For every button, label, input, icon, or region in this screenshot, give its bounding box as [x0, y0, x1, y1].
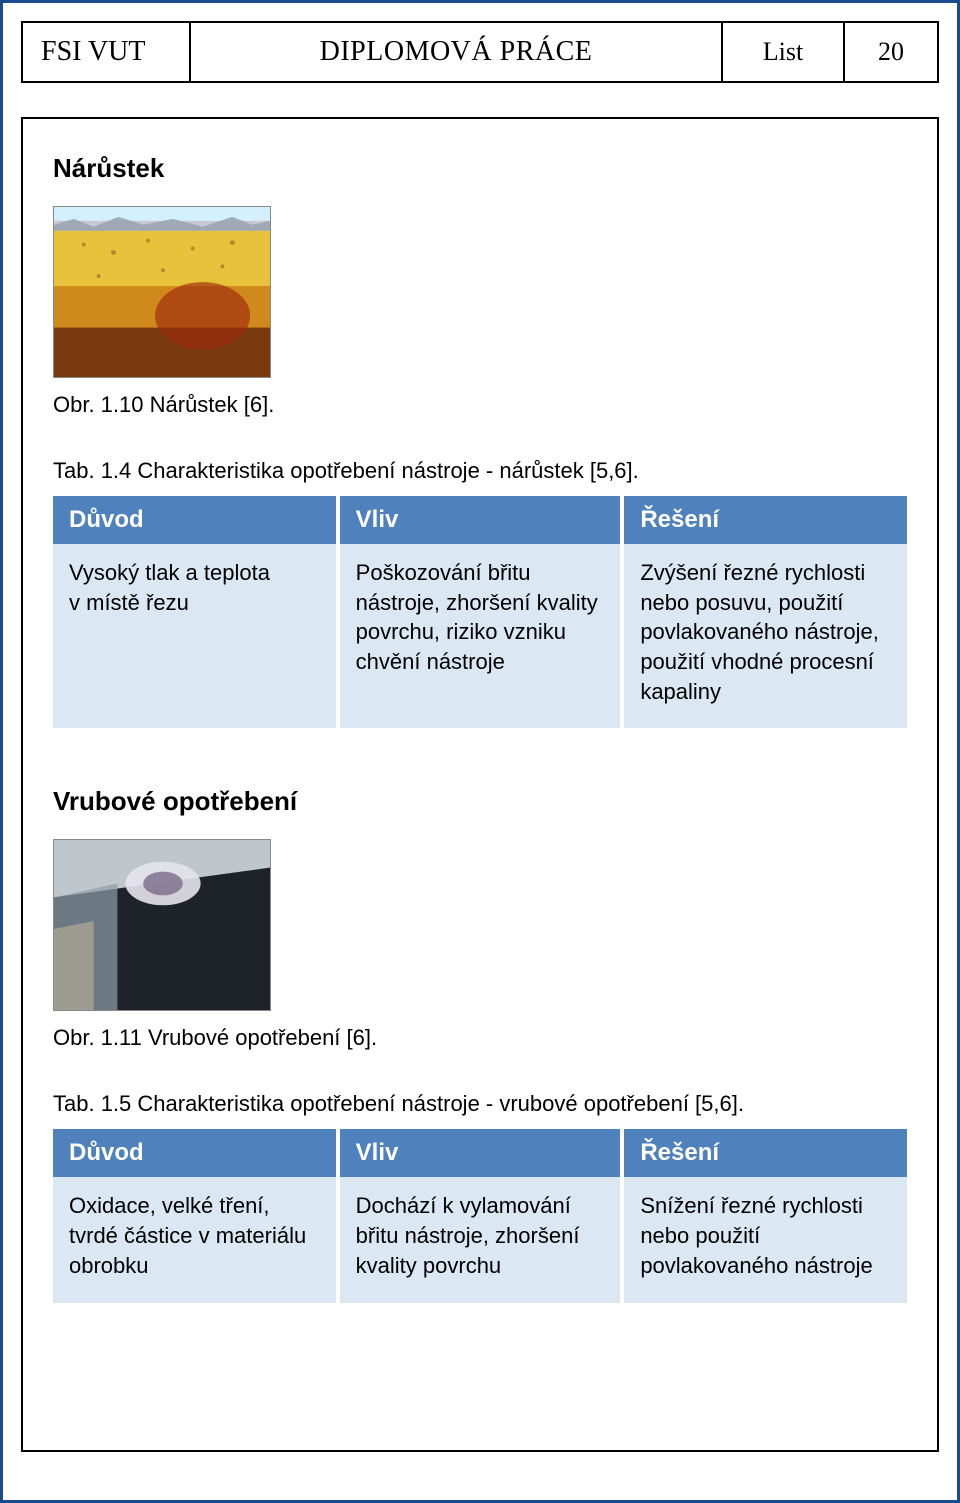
section1-title: Nárůstek [53, 153, 907, 184]
figure-vrubove [53, 839, 271, 1011]
table1-caption: Tab. 1.4 Charakteristika opotřebení nást… [53, 458, 907, 484]
table1-col-reseni: Řešení [622, 496, 907, 544]
table2: Důvod Vliv Řešení Oxidace, velké tření, … [53, 1129, 907, 1306]
page-header: FSI VUT DIPLOMOVÁ PRÁCE List 20 [21, 21, 939, 83]
content-box: Nárůstek Obr. 1.10 Nárůstek [6]. Tab. 1.… [21, 117, 939, 1452]
table1-col-vliv: Vliv [338, 496, 623, 544]
table-row: Oxidace, velké tření, tvrdé částice v ma… [53, 1177, 907, 1304]
figure-narustek [53, 206, 271, 378]
header-institution: FSI VUT [23, 23, 191, 81]
table2-col-duvod: Důvod [53, 1129, 338, 1177]
table1: Důvod Vliv Řešení Vysoký tlak a teplota … [53, 496, 907, 732]
table1-cell-reseni: Zvýšení řezné rychlosti nebo posuvu, pou… [622, 544, 907, 730]
table1-col-duvod: Důvod [53, 496, 338, 544]
page-frame: FSI VUT DIPLOMOVÁ PRÁCE List 20 Nárůstek [0, 0, 960, 1503]
section2-title: Vrubové opotřebení [53, 786, 907, 817]
table1-cell-duvod: Vysoký tlak a teplota v místě řezu [53, 544, 338, 730]
header-list-label: List [723, 23, 845, 81]
table2-cell-duvod: Oxidace, velké tření, tvrdé částice v ma… [53, 1177, 338, 1304]
figure1-caption: Obr. 1.10 Nárůstek [6]. [53, 392, 907, 418]
table2-header-row: Důvod Vliv Řešení [53, 1129, 907, 1177]
table1-header-row: Důvod Vliv Řešení [53, 496, 907, 544]
table-row: Vysoký tlak a teplota v místě řezu Poško… [53, 544, 907, 730]
table2-cell-reseni: Snížení řezné rychlosti nebo použití pov… [622, 1177, 907, 1304]
table2-col-reseni: Řešení [622, 1129, 907, 1177]
figure2-caption: Obr. 1.11 Vrubové opotřebení [6]. [53, 1025, 907, 1051]
header-title: DIPLOMOVÁ PRÁCE [191, 23, 723, 81]
table2-col-vliv: Vliv [338, 1129, 623, 1177]
header-page-number: 20 [845, 23, 937, 81]
table2-caption: Tab. 1.5 Charakteristika opotřebení nást… [53, 1091, 907, 1117]
table2-cell-vliv: Dochází k vylamování břitu nástroje, zho… [338, 1177, 623, 1304]
table1-cell-vliv: Poškozování břitu nástroje, zhoršení kva… [338, 544, 623, 730]
